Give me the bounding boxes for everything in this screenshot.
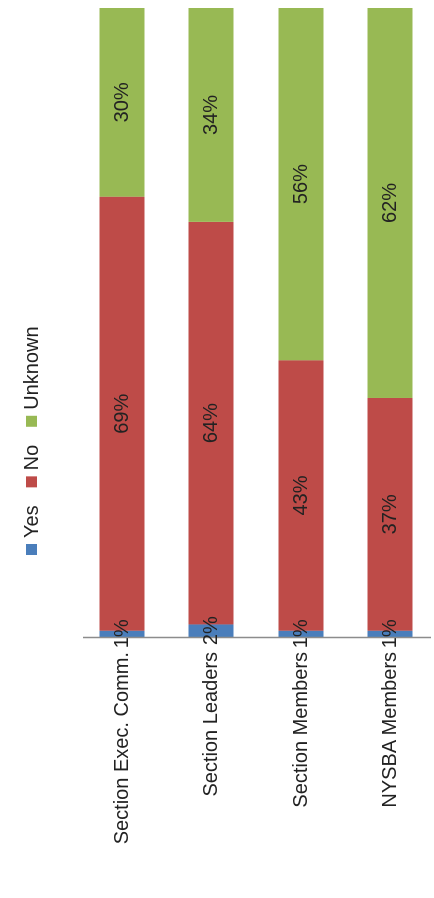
legend-label-yes: Yes [21, 505, 43, 538]
data-labels: 1% 69% 30% 2% 64% 34% 1% 43% 56% 1% 37% 62% [111, 82, 401, 648]
bar-section-exec-comm-no [99, 196, 145, 631]
bars [99, 8, 413, 637]
bar-section-exec-comm-unknown [99, 8, 145, 197]
data-label-section-members-no: 43% [290, 475, 312, 515]
bar-nysba-members-yes [367, 630, 413, 637]
category-label-nysba-members: NYSBA Members [379, 652, 401, 808]
bar-section-members-yes [278, 630, 324, 637]
data-label-section-members-yes: 1% [290, 619, 312, 648]
category-label-section-exec-comm: Section Exec. Comm. [111, 652, 133, 844]
category-label-section-members: Section Members [290, 652, 312, 808]
data-label-section-members-unknown: 56% [290, 164, 312, 204]
legend-swatch-yes [26, 544, 37, 555]
bar-section-members-no [278, 360, 324, 631]
legend-swatch-no [26, 476, 37, 488]
data-label-nysba-members-unknown: 62% [379, 183, 401, 223]
bar-section-leaders-no [188, 221, 234, 625]
bar-section-members-unknown [278, 8, 324, 361]
data-label-section-exec-comm-yes: 1% [111, 619, 133, 648]
data-label-section-leaders-no: 64% [200, 403, 222, 443]
bar-section-exec-comm-yes [99, 630, 145, 637]
data-label-section-exec-comm-unknown: 30% [111, 82, 133, 122]
category-label-section-leaders: Section Leaders [200, 652, 222, 797]
bar-section-leaders-yes [188, 624, 234, 637]
legend-label-no: No [21, 445, 43, 471]
data-label-section-exec-comm-no: 69% [111, 393, 133, 433]
data-label-section-leaders-yes: 2% [200, 616, 222, 645]
data-label-nysba-members-no: 37% [379, 494, 401, 534]
data-label-section-leaders-unknown: 34% [200, 95, 222, 135]
bar-nysba-members-no [367, 397, 413, 631]
bar-section-leaders-unknown [188, 8, 234, 222]
legend-label-unknown: Unknown [21, 326, 43, 409]
legend-swatch-unknown [26, 415, 37, 427]
legend: Yes No Unknown [21, 326, 43, 555]
category-labels: Section Exec. Comm. Section Leaders Sectio… [111, 652, 401, 844]
bar-nysba-members-unknown [367, 8, 413, 398]
data-label-nysba-members-yes: 1% [379, 619, 401, 648]
